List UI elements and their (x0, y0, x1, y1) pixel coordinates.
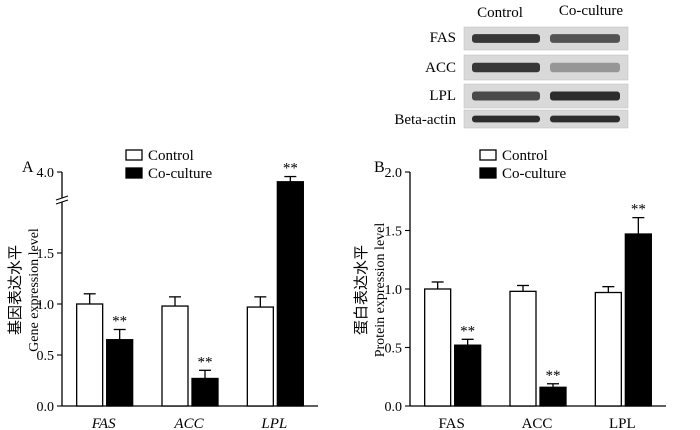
significance-label: ** (283, 161, 298, 177)
axis-break-mark (55, 199, 69, 205)
blot-row-label: Beta-actin (394, 112, 456, 128)
y-axis-label-chinese: 基因表达水平 (7, 245, 24, 335)
x-tick-label: FAS (438, 416, 464, 430)
panel-label: A (22, 159, 34, 176)
x-tick-label: ACC (522, 416, 553, 430)
y-tick-label: 0.5 (37, 349, 55, 364)
blot-strip (463, 109, 629, 129)
significance-label: ** (631, 202, 646, 218)
blot-column-label: Control (477, 5, 523, 21)
axis-break-gap (56, 198, 68, 202)
significance-label: ** (112, 314, 127, 330)
western-blot: Control Co-culture FAS ACC LPL Beta-acti… (394, 3, 629, 129)
y-axis-label-chinese: 蛋白表达水平 (353, 245, 370, 335)
y-tick-label: 1.0 (37, 298, 55, 313)
bar (624, 233, 652, 407)
bar (594, 291, 622, 407)
legend-label: Control (148, 148, 194, 164)
legend-swatch (125, 167, 143, 179)
bar (539, 386, 567, 407)
axis-break-mark (55, 195, 69, 201)
panel-label: B (374, 159, 385, 176)
x-tick-label: FAS (91, 416, 116, 430)
blot-row-label: ACC (425, 60, 456, 76)
bar (509, 290, 537, 407)
legend-label: Co-culture (502, 166, 566, 182)
y-tick-label: 0.0 (37, 400, 55, 415)
bar (246, 306, 274, 407)
y-tick-label: 0.0 (385, 400, 403, 415)
chart-panel-a: A 基因表达水平 Gene expression level 0.0 0.5 1.0… (7, 148, 318, 430)
blot-row-label: LPL (429, 88, 456, 104)
legend-swatch (479, 167, 497, 179)
blot-row-label: FAS (430, 30, 456, 46)
bar (191, 377, 219, 407)
blot-band (550, 91, 620, 101)
bar (106, 339, 134, 407)
legend-label: Control (502, 148, 548, 164)
x-tick-label: LPL (609, 416, 636, 430)
y-tick-label: 2.0 (385, 166, 403, 181)
bar (76, 303, 104, 407)
y-axis-label: Gene expression level (27, 228, 42, 352)
bar (454, 344, 482, 407)
blot-strip (463, 26, 629, 51)
legend-label: Co-culture (148, 166, 212, 182)
significance-label: ** (546, 368, 561, 384)
blot-band (472, 34, 540, 43)
blot-column-label: Co-culture (559, 3, 623, 19)
y-tick-label: 1.5 (385, 225, 403, 240)
x-tick-label: ACC (173, 416, 204, 430)
legend-swatch (125, 149, 143, 161)
y-tick-label: 1.0 (385, 283, 403, 298)
chart-panel-b: B 蛋白表达水平 Protein expression level 0.0 0.5… (353, 148, 666, 430)
significance-label: ** (198, 354, 213, 370)
blot-band (472, 115, 540, 123)
blot-band (472, 62, 540, 73)
y-tick-label: 0.5 (385, 342, 403, 357)
bar (276, 181, 304, 407)
legend-swatch (479, 149, 497, 161)
x-tick-label: LPL (260, 416, 287, 430)
blot-band (550, 34, 620, 43)
bar (161, 305, 189, 407)
blot-band (550, 115, 620, 123)
y-tick-label: 1.5 (37, 247, 55, 262)
blot-band (472, 91, 540, 101)
significance-label: ** (460, 323, 475, 339)
y-tick-label: 4.0 (37, 166, 55, 181)
blot-band (550, 62, 620, 73)
bar (424, 288, 452, 407)
y-axis-label: Protein expression level (373, 223, 388, 358)
